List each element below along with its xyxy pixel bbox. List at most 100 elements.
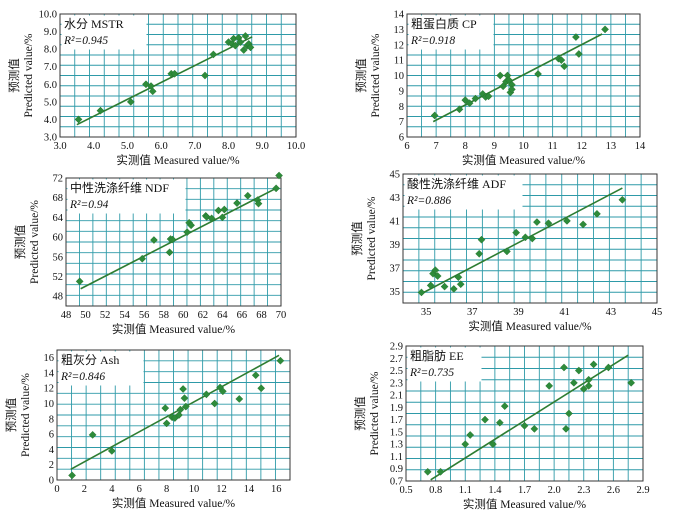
data-point <box>236 38 245 46</box>
data-point <box>138 254 147 263</box>
y-tick-label: 9.0 <box>44 27 57 38</box>
x-tick-label: 9.0 <box>256 141 269 152</box>
y-tick-label: 0 <box>49 476 54 487</box>
data-point <box>500 402 509 411</box>
data-point <box>126 97 135 106</box>
y-axis-label-cn: 预测值 <box>8 58 21 93</box>
data-point <box>584 382 593 390</box>
data-point <box>235 395 244 403</box>
y-axis-label-cn: 预测值 <box>354 396 367 431</box>
x-tick-label: 0.8 <box>429 485 442 496</box>
x-tick-label: 56 <box>139 310 150 321</box>
x-tick-label: 12 <box>216 484 227 495</box>
data-point <box>477 235 486 244</box>
x-tick-label: 0 <box>54 484 59 495</box>
x-tick-label: 10 <box>189 484 200 495</box>
x-tick-label: 10 <box>518 141 529 152</box>
plot-border <box>406 13 641 138</box>
data-point <box>618 195 627 204</box>
data-point <box>557 56 566 65</box>
data-point <box>209 50 218 59</box>
y-tick-label: 16 <box>44 353 55 364</box>
data-point <box>495 418 504 427</box>
data-point <box>431 266 440 275</box>
data-point <box>560 62 569 71</box>
title-background <box>61 15 147 50</box>
data-point <box>246 43 255 52</box>
data-point <box>505 76 513 84</box>
x-tick-label: 12 <box>577 141 588 152</box>
y-axis-label-en: Predicted value/% <box>369 371 381 455</box>
y-tick-label: 39 <box>390 240 401 251</box>
y-tick-label: 2 <box>49 460 54 471</box>
title-background <box>58 351 144 386</box>
data-point <box>579 220 587 229</box>
y-tick-label: 10 <box>394 71 405 82</box>
chart-title: 水分 MSTR <box>64 17 124 31</box>
data-point <box>417 288 426 297</box>
x-tick-label: 6 <box>404 141 409 152</box>
data-point <box>426 281 435 290</box>
data-point <box>574 366 583 375</box>
chart-panel-1: 3.0 4.0 5.0 6.0 7.0 8.0 9.0 10.0 3.0 4.0 5.0 6.0 7.0… <box>8 10 305 168</box>
data-point <box>507 85 516 94</box>
data-point <box>181 402 190 411</box>
data-point <box>562 424 570 433</box>
data-point <box>627 378 636 387</box>
y-tick-label: 64 <box>53 213 64 224</box>
y-axis-label-en: Predicted value/% <box>366 196 378 280</box>
data-point <box>496 71 505 80</box>
x-tick-label: 8 <box>463 141 468 152</box>
x-tick-label: 66 <box>237 310 248 321</box>
data-point <box>176 405 185 414</box>
data-point <box>569 378 578 387</box>
y-tick-label: 60 <box>53 233 64 244</box>
x-tick-label: 62 <box>198 310 209 321</box>
data-point <box>88 430 97 439</box>
x-tick-label: 8 <box>164 484 169 495</box>
regression-line <box>70 354 280 470</box>
title-background <box>407 347 482 382</box>
r-squared-label: R²=0.94 <box>69 199 109 211</box>
y-tick-label: 41 <box>390 216 401 227</box>
data-point <box>162 419 171 428</box>
plot-border <box>65 177 282 307</box>
x-tick-label: 64 <box>217 310 228 321</box>
y-tick-label: 56 <box>53 252 64 263</box>
data-point <box>563 217 571 225</box>
x-tick-label: 1.7 <box>518 485 531 496</box>
data-point <box>207 214 216 223</box>
data-point <box>465 99 474 108</box>
y-tick-label: 72 <box>53 174 64 185</box>
x-tick-label: 5.0 <box>121 141 134 152</box>
data-point <box>210 399 219 408</box>
y-axis-label-cn: 预测值 <box>14 224 27 259</box>
data-point <box>455 105 464 114</box>
data-point <box>475 249 484 258</box>
data-point <box>107 447 116 455</box>
data-point <box>96 106 105 115</box>
data-point <box>218 213 227 222</box>
data-point <box>593 209 601 218</box>
data-point <box>512 228 521 237</box>
y-tick-label: 2.5 <box>390 366 403 377</box>
data-point <box>471 94 480 103</box>
x-tick-label: 9 <box>492 141 497 152</box>
data-point <box>461 440 470 449</box>
x-axis-label: 实测值 Measured value/% <box>112 496 236 510</box>
plot-border <box>405 345 644 482</box>
y-tick-label: 45 <box>390 170 401 181</box>
data-point <box>436 467 445 476</box>
data-point <box>175 411 183 419</box>
y-axis-label-en: Predicted value/% <box>29 200 41 284</box>
y-tick-label: 6.0 <box>44 80 57 91</box>
data-point <box>148 87 157 96</box>
chart-panel-5: 0 2 4 6 8 10 12 14 16 0 2 4 6 8 10 12 14 16 实测值 Measured v… <box>5 349 291 510</box>
y-axis-label-en: Predicted value/% <box>370 33 382 117</box>
data-point <box>224 38 233 46</box>
y-tick-label: 3.0 <box>44 133 57 144</box>
x-tick-label: 48 <box>61 310 72 321</box>
y-tick-label: 1.9 <box>390 403 403 414</box>
data-point <box>449 285 458 293</box>
